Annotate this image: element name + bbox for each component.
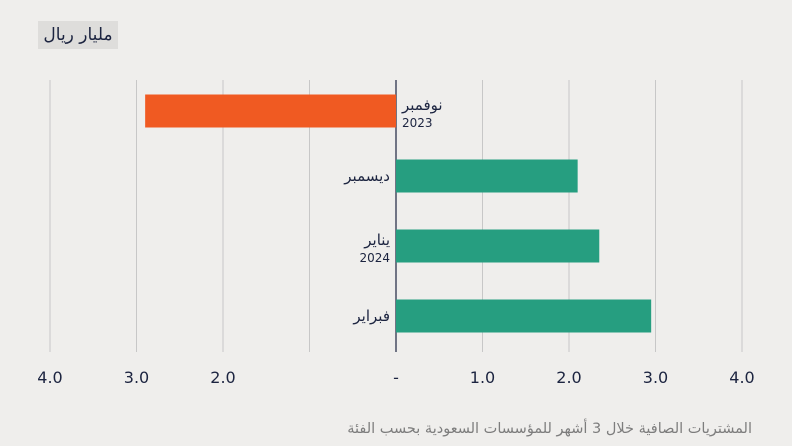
x-tick-label: 2.0 — [556, 368, 581, 387]
x-tick-label: 3.0 — [124, 368, 149, 387]
category-sublabel-2: 2024 — [359, 251, 390, 265]
bar-3 — [396, 299, 652, 333]
category-label-2: يناير — [363, 231, 390, 249]
bars — [145, 94, 652, 333]
category-label-0: نوفمبر — [401, 96, 443, 114]
x-tick-label: 4.0 — [729, 368, 754, 387]
category-label-3: فبراير — [352, 307, 390, 325]
x-tick-label: - — [393, 368, 399, 387]
unit-label: مليار ريال — [38, 21, 118, 49]
x-tick-label: 4.0 — [37, 368, 62, 387]
category-label-1: ديسمبر — [343, 167, 390, 185]
x-tick-label: 2.0 — [210, 368, 235, 387]
x-tick-label: 1.0 — [470, 368, 495, 387]
category-sublabel-0: 2023 — [402, 116, 433, 130]
bar-0 — [145, 94, 396, 128]
footer-note: المشتريات الصافية خلال 3 أشهر للمؤسسات ا… — [347, 421, 752, 437]
x-tick-labels: 4.0 3.0 2.0 - 1.0 2.0 3.0 4.0 — [37, 368, 754, 387]
x-tick-label: 3.0 — [643, 368, 668, 387]
bar-1 — [396, 159, 578, 193]
bar-2 — [396, 229, 600, 263]
category-labels: نوفمبر 2023 ديسمبر يناير 2024 فبراير — [343, 96, 442, 325]
